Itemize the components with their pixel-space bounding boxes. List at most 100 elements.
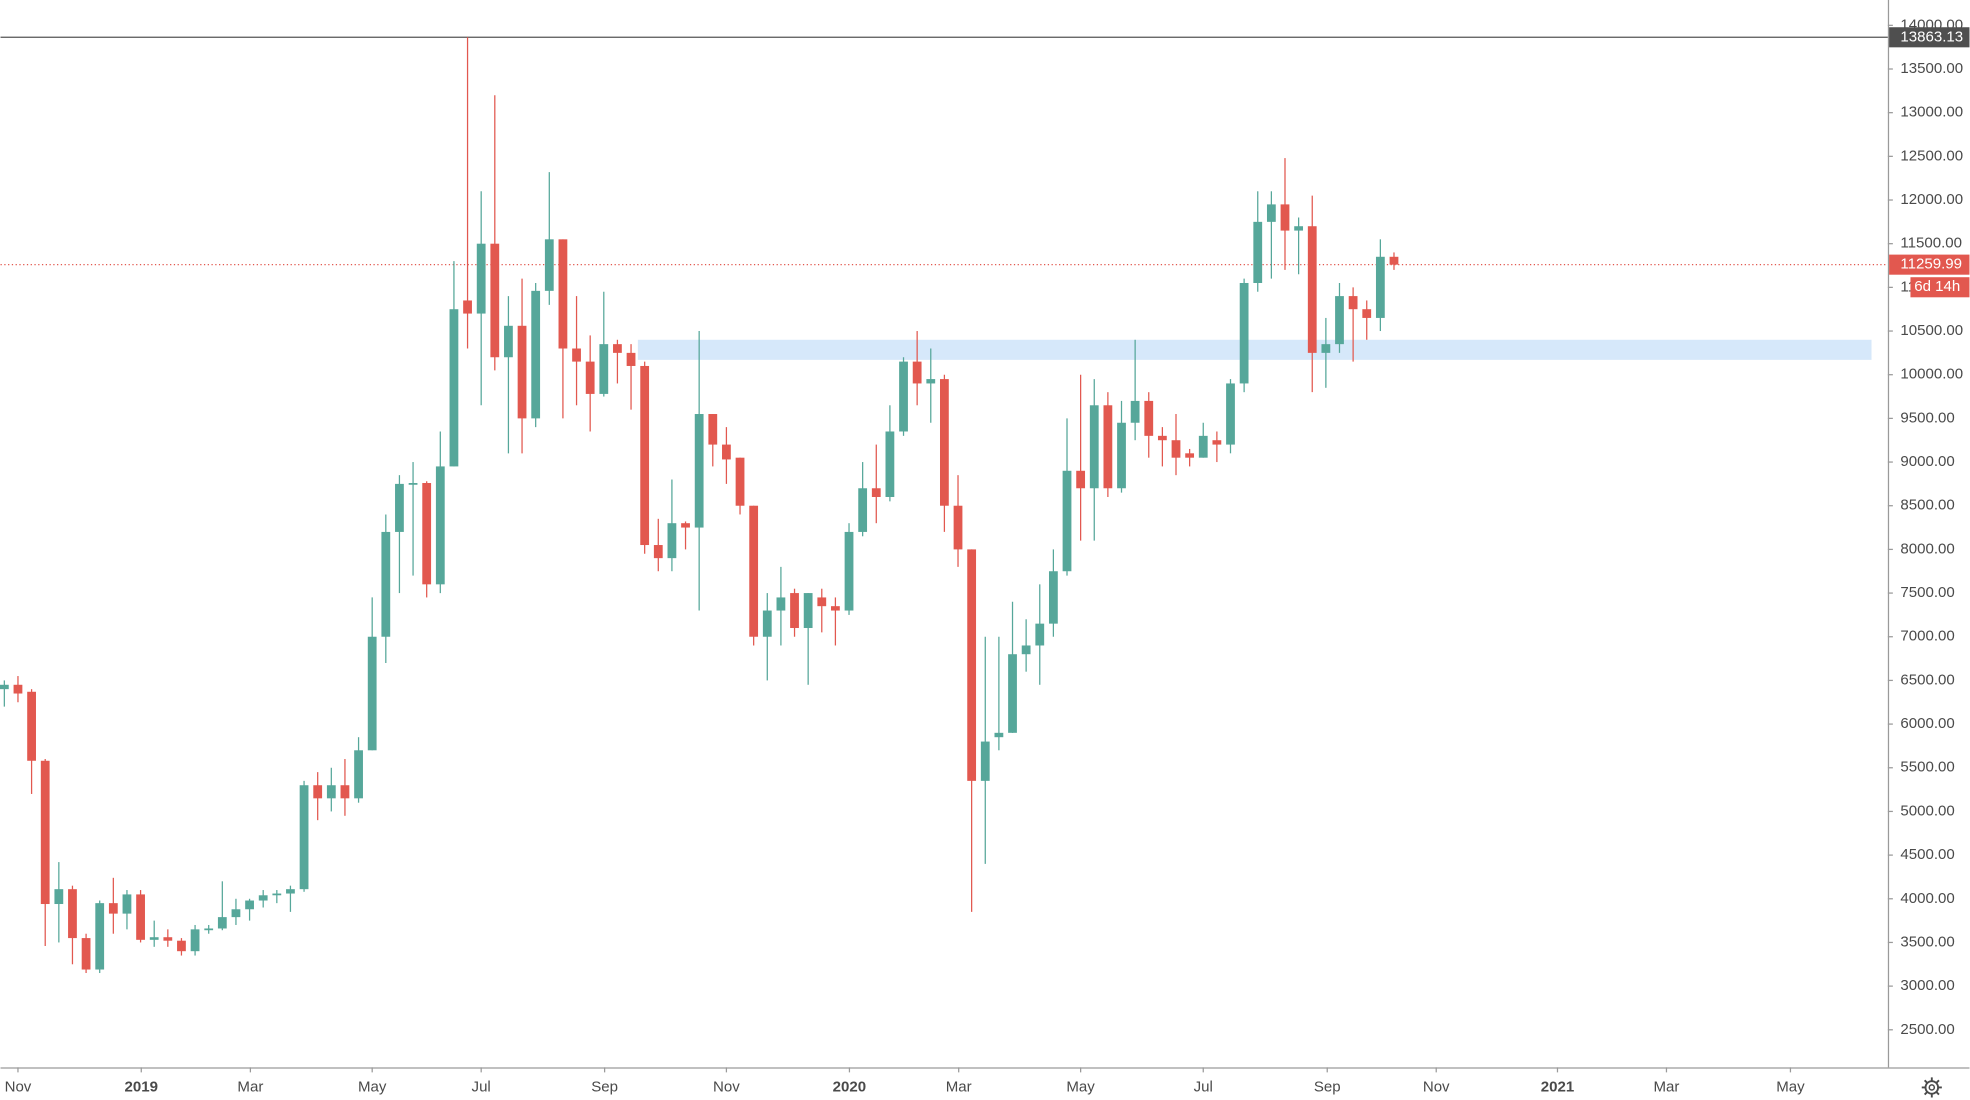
candle-body xyxy=(899,361,908,432)
last-price-label: 11259.99 xyxy=(1900,256,1962,273)
candle-body xyxy=(912,361,922,384)
candle-body xyxy=(735,457,745,506)
candle-body xyxy=(463,300,472,314)
candle-body xyxy=(1008,654,1017,733)
y-tick-label: 4000.00 xyxy=(1900,890,1954,907)
candle-body xyxy=(762,610,772,637)
y-tick-label: 10000.00 xyxy=(1900,366,1963,383)
candle-body xyxy=(1280,204,1290,231)
candle-body xyxy=(1130,400,1140,423)
candle-body xyxy=(1021,645,1031,655)
candle-body xyxy=(95,903,105,970)
candle-body xyxy=(939,379,949,506)
candle-body xyxy=(40,760,50,905)
candle-body xyxy=(1144,400,1154,436)
candle-body xyxy=(926,379,936,384)
x-tick-label: Nov xyxy=(1423,1078,1450,1095)
y-tick-label: 13500.00 xyxy=(1900,60,1963,77)
candle-body xyxy=(163,937,173,941)
candle-body xyxy=(722,444,731,460)
x-tick-label: Sep xyxy=(1314,1078,1341,1095)
candle-body xyxy=(258,895,268,901)
candle-body xyxy=(1062,470,1072,572)
high-price-label: 13863.13 xyxy=(1900,28,1963,45)
candle-body xyxy=(1048,571,1058,624)
candle-body xyxy=(831,606,840,611)
candle-body xyxy=(490,243,500,358)
candle-body xyxy=(1103,405,1113,489)
x-tick-label: 2019 xyxy=(125,1078,158,1095)
y-tick-label: 7500.00 xyxy=(1900,584,1954,601)
candle-body xyxy=(790,593,799,629)
x-tick-label: May xyxy=(1066,1078,1095,1095)
x-tick-label: Mar xyxy=(946,1078,972,1095)
candle-body xyxy=(953,505,963,550)
y-tick-label: 9500.00 xyxy=(1900,409,1954,426)
candle-body xyxy=(1335,296,1344,345)
candle-body xyxy=(326,785,336,799)
candle-body xyxy=(885,431,895,497)
y-tick-label: 3500.00 xyxy=(1900,933,1954,950)
y-tick-label: 7000.00 xyxy=(1900,628,1954,645)
x-tick-label: Sep xyxy=(591,1078,618,1095)
candle-body xyxy=(1389,256,1399,265)
candle-body xyxy=(1253,221,1263,283)
candle-body xyxy=(435,466,445,585)
candle-body xyxy=(313,785,323,799)
candle-body xyxy=(517,325,527,419)
y-tick-label: 10500.00 xyxy=(1900,322,1963,339)
x-tick-label: Nov xyxy=(5,1078,32,1095)
candle-body xyxy=(408,483,418,485)
x-tick-label: Mar xyxy=(1654,1078,1680,1095)
candle-body xyxy=(531,290,541,419)
candle-body xyxy=(286,889,295,894)
candle-body xyxy=(626,352,636,366)
candle-body xyxy=(1362,309,1372,318)
settings-icon[interactable] xyxy=(1921,1077,1942,1098)
candle-body xyxy=(204,928,214,931)
y-tick-label: 12500.00 xyxy=(1900,147,1963,164)
candle-body xyxy=(1089,405,1099,489)
candle-body xyxy=(803,593,813,629)
candle-body xyxy=(422,483,432,585)
y-tick-label: 4500.00 xyxy=(1900,846,1954,863)
candle-body xyxy=(844,531,854,611)
candle-body xyxy=(1076,470,1086,489)
candle-body xyxy=(994,732,1004,738)
candle-body xyxy=(190,929,200,952)
x-tick-label: May xyxy=(358,1078,387,1095)
candle-body xyxy=(776,597,786,611)
x-tick-label: May xyxy=(1776,1078,1805,1095)
y-tick-label: 13000.00 xyxy=(1900,104,1963,121)
y-tick-label: 6000.00 xyxy=(1900,715,1954,732)
high-price-tag xyxy=(1889,27,1970,48)
x-tick-label: Jul xyxy=(1194,1078,1213,1095)
candle-body xyxy=(354,750,363,799)
candle-body xyxy=(544,239,554,291)
candle-body xyxy=(694,414,704,528)
candle-body xyxy=(1117,422,1126,489)
candle-body xyxy=(54,889,64,905)
y-tick-label: 9000.00 xyxy=(1900,453,1954,470)
candle-body xyxy=(245,900,254,910)
candle-body xyxy=(980,741,990,781)
candle-body xyxy=(272,893,282,896)
y-tick-label: 8500.00 xyxy=(1900,497,1954,514)
candle-body xyxy=(967,549,977,781)
candle-body xyxy=(572,348,581,362)
y-tick-label: 2500.00 xyxy=(1900,1021,1954,1038)
gear-hub xyxy=(1928,1084,1936,1091)
y-tick-label: 3000.00 xyxy=(1900,977,1954,994)
last-price-tag xyxy=(1889,254,1970,275)
candle-body xyxy=(1212,440,1222,445)
x-tick-label: 2020 xyxy=(833,1078,866,1095)
y-tick-label: 11500.00 xyxy=(1900,235,1962,252)
candle-body xyxy=(122,894,132,914)
candle-body xyxy=(1185,453,1195,458)
plot-area xyxy=(0,36,1888,974)
candle-body xyxy=(871,488,881,497)
candle-body xyxy=(299,785,309,890)
support-zone xyxy=(637,339,1872,360)
